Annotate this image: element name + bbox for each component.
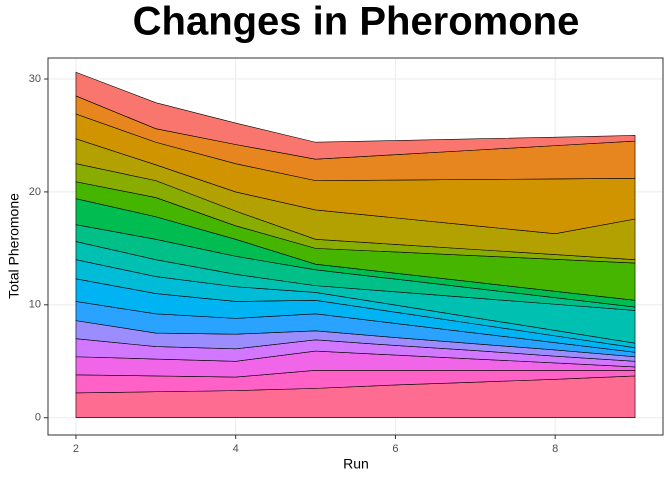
panel-border	[47, 57, 664, 436]
x-tick-label: 4	[233, 443, 239, 455]
y-tick-label: 0	[35, 412, 41, 424]
y-tick-label: 30	[29, 73, 41, 85]
x-tick-label: 6	[392, 443, 398, 455]
y-tick-label: 20	[29, 186, 41, 198]
x-tick-label: 8	[552, 443, 558, 455]
y-tick-label: 10	[29, 299, 41, 311]
x-tick-label: 2	[73, 443, 79, 455]
y-axis-label: Total Pheromone	[6, 193, 22, 299]
chart-title: Changes in Pheromone	[133, 0, 580, 44]
area-layer	[75, 71, 636, 160]
x-axis-label: Run	[343, 456, 369, 472]
